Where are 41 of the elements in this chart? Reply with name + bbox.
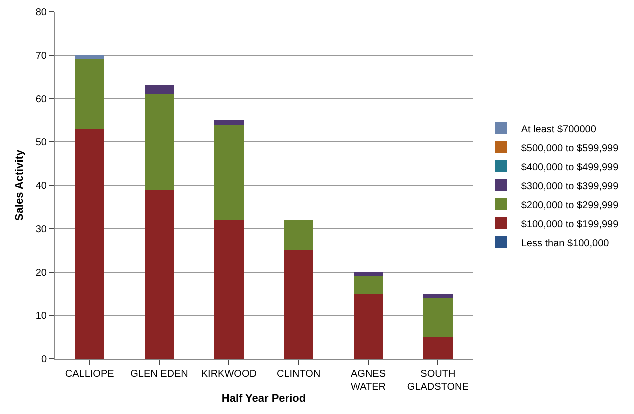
x-axis-title: Half Year Period xyxy=(222,393,306,405)
x-tick-label: CLINTON xyxy=(276,369,321,380)
x-tick-label: AGNES WATER xyxy=(350,369,386,393)
bar xyxy=(75,60,104,130)
bar xyxy=(284,220,314,251)
bar xyxy=(75,129,104,359)
bar xyxy=(214,120,244,125)
y-tick-label: 0 xyxy=(41,354,48,366)
bar xyxy=(144,94,174,190)
legend-label: $500,000 to $599,999 xyxy=(521,143,620,154)
bar xyxy=(144,190,174,359)
bar xyxy=(75,55,104,60)
y-tick-label: 40 xyxy=(36,181,48,192)
bar xyxy=(424,298,453,338)
y-axis-title: Sales Activity xyxy=(14,149,26,222)
y-tick-label: 10 xyxy=(36,311,48,322)
x-tick-label: GLEN EDEN xyxy=(130,369,188,380)
y-tick-label: 80 xyxy=(36,8,48,18)
x-tick-label: KIRKWOOD xyxy=(201,369,257,380)
legend-label: Less than $100,000 xyxy=(521,238,610,250)
bar xyxy=(214,220,244,359)
y-tick-label: 20 xyxy=(36,268,48,279)
legend-label: $200,000 to $299,999 xyxy=(521,200,620,212)
y-tick-label: 50 xyxy=(36,138,48,149)
x-tick-label: CALLIOPE xyxy=(65,369,115,380)
y-tick-label: 30 xyxy=(36,224,48,236)
bar xyxy=(354,276,384,294)
bar xyxy=(424,337,453,359)
x-tick-label: SOUTH GLADSTONE xyxy=(407,369,470,393)
legend-label: At least $700000 xyxy=(521,124,597,136)
legend-label: $400,000 to $499,999 xyxy=(521,162,620,174)
bar xyxy=(144,86,174,94)
legend-label: $100,000 to $199,999 xyxy=(521,219,620,230)
y-tick-label: 60 xyxy=(36,94,48,106)
bar xyxy=(354,272,384,277)
bar xyxy=(354,294,384,359)
legend-label: $300,000 to $399,999 xyxy=(521,181,620,192)
y-tick-label: 70 xyxy=(36,50,48,62)
bar xyxy=(424,294,453,298)
bar xyxy=(284,250,314,359)
bar xyxy=(214,124,244,220)
